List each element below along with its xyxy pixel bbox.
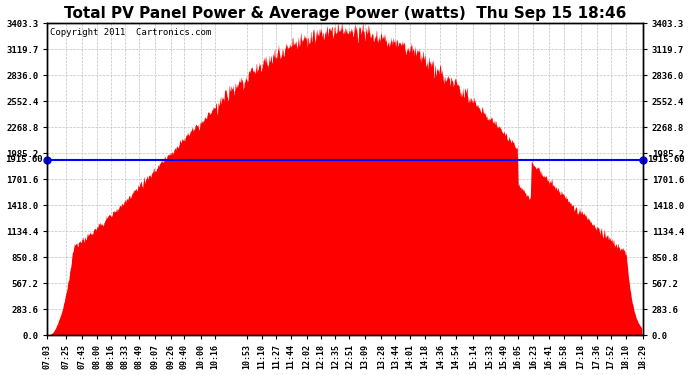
Text: Copyright 2011  Cartronics.com: Copyright 2011 Cartronics.com	[50, 28, 212, 37]
Title: Total PV Panel Power & Average Power (watts)  Thu Sep 15 18:46: Total PV Panel Power & Average Power (wa…	[63, 6, 627, 21]
Text: 1915.60: 1915.60	[6, 155, 43, 164]
Text: 1915.60: 1915.60	[647, 155, 684, 164]
